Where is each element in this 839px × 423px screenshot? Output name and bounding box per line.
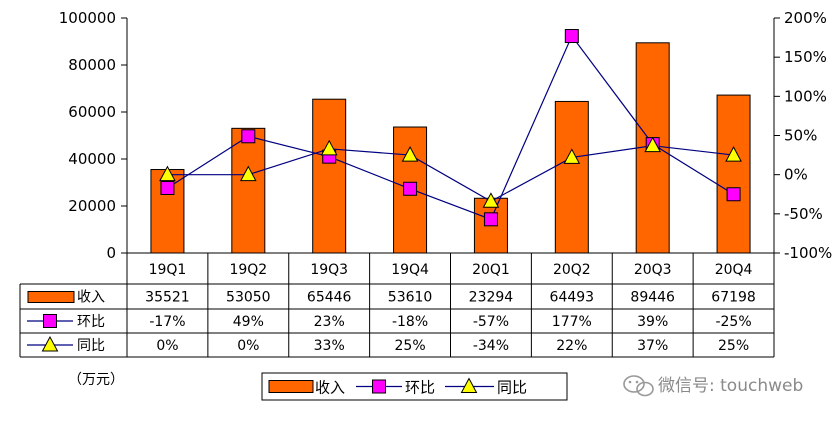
table-key-marker — [43, 314, 57, 328]
data-label: 23% — [314, 314, 345, 330]
marker-series-2-19Q1 — [159, 165, 176, 182]
data-label: 39% — [637, 314, 668, 330]
legend: 收入 环比 同比 — [261, 372, 568, 401]
watermark-text: 微信号: touchweb — [658, 376, 803, 396]
y-right-tick-label: 150% — [784, 48, 827, 66]
data-label: 53610 — [388, 290, 433, 306]
category-label: 19Q3 — [310, 262, 348, 278]
data-label: -25% — [715, 314, 751, 330]
y-left-tick-label: 60000 — [68, 103, 116, 121]
bar-20Q2 — [554, 100, 589, 254]
y-left-tick-label: 0 — [106, 244, 116, 262]
marker-series-1-20Q2 — [564, 29, 579, 44]
marker-series-2-19Q3 — [320, 139, 338, 156]
series-name: 收入 — [77, 290, 105, 306]
watermark: 微信号: touchweb — [623, 375, 803, 397]
bar-20Q4 — [716, 94, 751, 254]
y-right-tick-label: 200% — [784, 9, 827, 27]
wechat-icon — [623, 375, 654, 397]
data-label: 23294 — [469, 290, 514, 306]
unit-label: （万元） — [68, 372, 124, 388]
legend-key-bar — [268, 380, 314, 393]
data-label: 22% — [556, 338, 587, 354]
data-label: 177% — [552, 314, 592, 330]
data-label: 89446 — [630, 290, 675, 306]
marker-series-1-19Q4 — [403, 181, 418, 196]
category-label: 20Q1 — [472, 262, 510, 278]
marker-series-2-20Q4 — [725, 146, 742, 162]
marker-series-1-19Q2 — [241, 129, 256, 144]
y-left-tick-label: 80000 — [68, 56, 116, 74]
y-right-tick-label: 0% — [784, 166, 808, 184]
marker-series-2-20Q2 — [563, 148, 581, 164]
data-label: -34% — [473, 338, 509, 354]
markers-layer — [159, 29, 742, 227]
series-name: 环比 — [77, 314, 105, 330]
data-label: 35521 — [145, 290, 190, 306]
category-label: 19Q1 — [149, 262, 187, 278]
marker-series-2-19Q2 — [239, 165, 257, 182]
bar-19Q2 — [231, 127, 266, 254]
data-label: 49% — [233, 314, 264, 330]
y-right-tick-label: 50% — [784, 127, 817, 145]
marker-series-1-19Q1 — [160, 180, 175, 195]
y-right-tick-label: 100% — [784, 87, 827, 105]
data-label: 33% — [314, 338, 345, 354]
data-label: -18% — [392, 314, 428, 330]
y-right-tick-label: -50% — [784, 205, 823, 223]
marker-series-1-20Q4 — [726, 187, 741, 202]
data-label: 25% — [718, 338, 749, 354]
legend-label: 收入 — [315, 379, 345, 397]
data-label: 67198 — [711, 290, 756, 306]
category-label: 20Q2 — [553, 262, 591, 278]
data-label: 64493 — [550, 290, 595, 306]
marker-series-2-19Q4 — [401, 146, 419, 162]
data-label: -57% — [473, 314, 509, 330]
table-key-bar — [27, 291, 75, 303]
table-key-marker — [41, 335, 59, 352]
data-table: 19Q1 19Q2 19Q3 19Q4 20Q1 20Q2 20Q3 20Q4 收入 35521 5… — [19, 253, 775, 358]
data-label: 0% — [156, 338, 178, 354]
lines-layer — [167, 34, 734, 221]
category-label: 19Q2 — [229, 262, 267, 278]
data-label: -17% — [149, 314, 185, 330]
line-series-1 — [167, 34, 734, 221]
category-label: 20Q3 — [634, 262, 672, 278]
series-name: 同比 — [77, 338, 105, 354]
marker-series-2-20Q3 — [644, 136, 662, 153]
legend-key-marker — [460, 377, 478, 393]
y-left-tick-label: 100000 — [59, 9, 116, 27]
category-label: 19Q4 — [391, 262, 429, 278]
bar-19Q3 — [312, 98, 347, 254]
marker-series-2-20Q1 — [482, 192, 500, 208]
data-label: 37% — [637, 338, 668, 354]
data-label: 53050 — [226, 290, 271, 306]
line-series-2 — [167, 145, 734, 202]
axis-layer: 0 20000 40000 60000 80000 100000 -100% -50% 0% 50… — [59, 9, 833, 262]
category-label: 20Q4 — [715, 262, 753, 278]
legend-label: 同比 — [497, 379, 527, 397]
data-label: 0% — [237, 338, 259, 354]
marker-series-1-20Q1 — [483, 212, 498, 227]
y-right-tick-label: -100% — [784, 244, 832, 262]
data-label: 65446 — [307, 290, 352, 306]
legend-key-marker — [372, 379, 386, 394]
data-label: 25% — [395, 338, 426, 354]
y-left-tick-label: 40000 — [68, 150, 116, 168]
legend-label: 环比 — [405, 379, 435, 397]
bars-layer — [150, 42, 751, 254]
y-left-tick-label: 20000 — [68, 197, 116, 215]
